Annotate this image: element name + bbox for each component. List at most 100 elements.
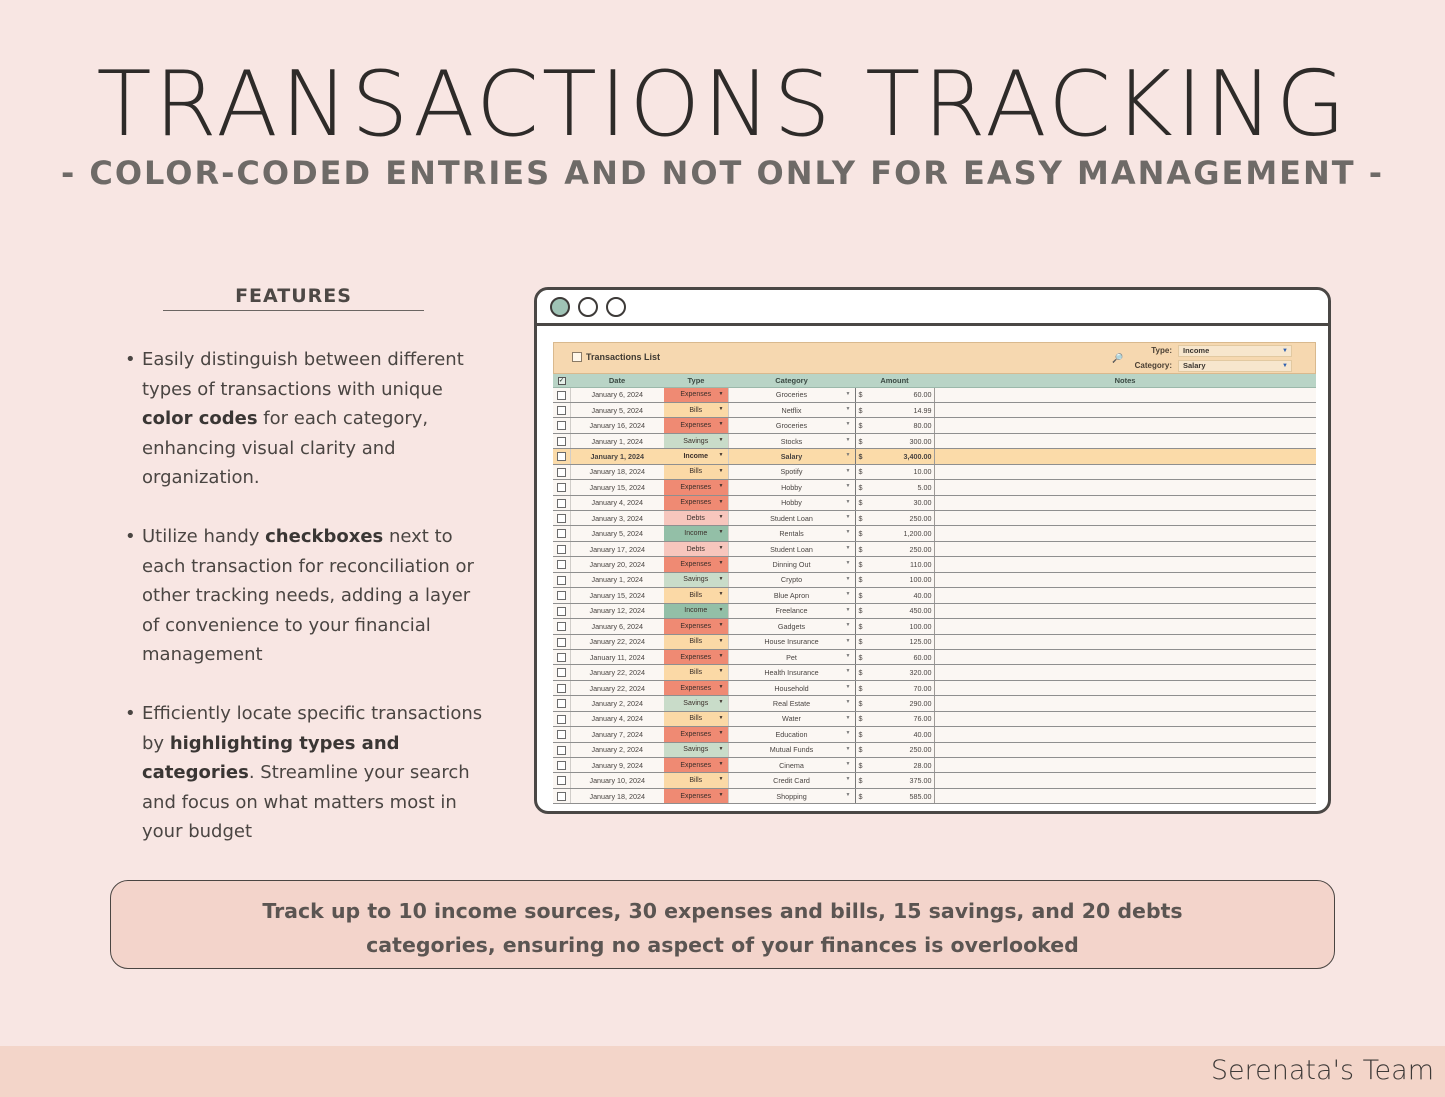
type-dropdown[interactable]: Bills ▼	[664, 587, 728, 604]
date-cell[interactable]: January 22, 2024	[569, 664, 664, 681]
type-dropdown[interactable]: Expenses ▼	[664, 479, 728, 496]
row-checkbox[interactable]	[553, 618, 570, 635]
notes-cell[interactable]	[933, 541, 1316, 558]
table-row[interactable]: January 1, 2024 Income ▼ Salary ▼ $3,400.00	[553, 448, 1316, 465]
row-checkbox[interactable]	[553, 525, 570, 542]
category-dropdown[interactable]: Spotify ▼	[727, 464, 855, 481]
date-cell[interactable]: January 4, 2024	[569, 711, 664, 728]
notes-cell[interactable]	[933, 572, 1316, 589]
table-row[interactable]: January 1, 2024 Savings ▼ Crypto ▼ $100.00	[553, 572, 1316, 589]
category-dropdown[interactable]: Stocks ▼	[727, 433, 855, 450]
type-dropdown[interactable]: Expenses ▼	[664, 618, 728, 635]
category-dropdown[interactable]: Student Loan ▼	[727, 510, 855, 527]
window-dot-icon[interactable]	[606, 297, 626, 317]
date-cell[interactable]: January 11, 2024	[569, 649, 664, 666]
notes-cell[interactable]	[933, 711, 1316, 728]
type-dropdown[interactable]: Expenses ▼	[664, 757, 728, 774]
type-dropdown[interactable]: Expenses ▼	[664, 387, 728, 403]
notes-cell[interactable]	[933, 634, 1316, 650]
amount-cell[interactable]: $250.00	[854, 742, 934, 759]
date-cell[interactable]: January 15, 2024	[569, 587, 664, 604]
row-checkbox[interactable]	[553, 541, 570, 558]
amount-cell[interactable]: $3,400.00	[854, 448, 934, 465]
row-checkbox[interactable]	[553, 664, 570, 681]
notes-cell[interactable]	[933, 680, 1316, 697]
type-dropdown[interactable]: Expenses ▼	[664, 495, 728, 512]
category-dropdown[interactable]: Salary ▼	[727, 448, 855, 465]
type-dropdown[interactable]: Bills ▼	[664, 664, 728, 681]
notes-cell[interactable]	[933, 417, 1316, 434]
row-checkbox[interactable]	[553, 772, 570, 789]
category-dropdown[interactable]: Hobby ▼	[727, 495, 855, 512]
category-dropdown[interactable]: Shopping ▼	[727, 788, 855, 805]
row-checkbox[interactable]	[553, 387, 570, 403]
type-dropdown[interactable]: Expenses ▼	[664, 680, 728, 697]
table-row[interactable]: January 17, 2024 Debts ▼ Student Loan ▼ $250.…	[553, 541, 1316, 558]
type-dropdown[interactable]: Bills ▼	[664, 464, 728, 481]
date-cell[interactable]: January 7, 2024	[569, 726, 664, 743]
date-cell[interactable]: January 2, 2024	[569, 695, 664, 712]
table-row[interactable]: January 5, 2024 Income ▼ Rentals ▼ $1,200.00	[553, 525, 1316, 542]
category-dropdown[interactable]: Health Insurance ▼	[727, 664, 855, 681]
table-row[interactable]: January 15, 2024 Bills ▼ Blue Apron ▼ $40.00	[553, 587, 1316, 604]
amount-cell[interactable]: $125.00	[854, 634, 934, 650]
date-cell[interactable]: January 9, 2024	[569, 757, 664, 774]
row-checkbox[interactable]	[553, 417, 570, 434]
date-cell[interactable]: January 6, 2024	[569, 387, 664, 403]
row-checkbox[interactable]	[553, 788, 570, 805]
type-dropdown[interactable]: Debts ▼	[664, 541, 728, 558]
table-row[interactable]: January 2, 2024 Savings ▼ Mutual Funds ▼ $250…	[553, 742, 1316, 759]
type-dropdown[interactable]: Bills ▼	[664, 634, 728, 650]
amount-cell[interactable]: $100.00	[854, 618, 934, 635]
table-row[interactable]: January 2, 2024 Savings ▼ Real Estate ▼ $290.…	[553, 695, 1316, 712]
table-row[interactable]: January 1, 2024 Savings ▼ Stocks ▼ $300.00	[553, 433, 1316, 450]
amount-cell[interactable]: $585.00	[854, 788, 934, 805]
select-all-checkbox[interactable]: ✓	[553, 374, 570, 388]
category-dropdown[interactable]: Household ▼	[727, 680, 855, 697]
amount-cell[interactable]: $60.00	[854, 387, 934, 403]
amount-cell[interactable]: $375.00	[854, 772, 934, 789]
table-row[interactable]: January 6, 2024 Expenses ▼ Groceries ▼ $60.00	[553, 387, 1316, 403]
notes-cell[interactable]	[933, 742, 1316, 759]
notes-cell[interactable]	[933, 402, 1316, 419]
row-checkbox[interactable]	[553, 556, 570, 573]
category-dropdown[interactable]: Real Estate ▼	[727, 695, 855, 712]
notes-cell[interactable]	[933, 772, 1316, 789]
date-cell[interactable]: January 20, 2024	[569, 556, 664, 573]
date-cell[interactable]: January 3, 2024	[569, 510, 664, 527]
row-checkbox[interactable]	[553, 479, 570, 496]
date-cell[interactable]: January 16, 2024	[569, 417, 664, 434]
notes-cell[interactable]	[933, 448, 1316, 465]
row-checkbox[interactable]	[553, 711, 570, 728]
date-cell[interactable]: January 5, 2024	[569, 402, 664, 419]
category-filter-dropdown[interactable]: Salary ▼	[1178, 360, 1292, 372]
category-dropdown[interactable]: Mutual Funds ▼	[727, 742, 855, 759]
date-cell[interactable]: January 2, 2024	[569, 742, 664, 759]
row-checkbox[interactable]	[553, 634, 570, 650]
amount-cell[interactable]: $28.00	[854, 757, 934, 774]
amount-cell[interactable]: $300.00	[854, 433, 934, 450]
type-dropdown[interactable]: Expenses ▼	[664, 649, 728, 666]
date-cell[interactable]: January 4, 2024	[569, 495, 664, 512]
date-cell[interactable]: January 18, 2024	[569, 788, 664, 805]
date-cell[interactable]: January 1, 2024	[569, 448, 664, 465]
type-dropdown[interactable]: Savings ▼	[664, 742, 728, 759]
table-row[interactable]: January 6, 2024 Expenses ▼ Gadgets ▼ $100.00	[553, 618, 1316, 635]
table-row[interactable]: January 5, 2024 Bills ▼ Netflix ▼ $14.99	[553, 402, 1316, 419]
row-checkbox[interactable]	[553, 603, 570, 620]
type-dropdown[interactable]: Savings ▼	[664, 695, 728, 712]
table-row[interactable]: January 9, 2024 Expenses ▼ Cinema ▼ $28.00	[553, 757, 1316, 774]
amount-cell[interactable]: $10.00	[854, 464, 934, 481]
notes-cell[interactable]	[933, 464, 1316, 481]
amount-cell[interactable]: $76.00	[854, 711, 934, 728]
category-dropdown[interactable]: Education ▼	[727, 726, 855, 743]
category-dropdown[interactable]: Freelance ▼	[727, 603, 855, 620]
type-dropdown[interactable]: Income ▼	[664, 603, 728, 620]
notes-cell[interactable]	[933, 479, 1316, 496]
notes-cell[interactable]	[933, 695, 1316, 712]
window-dot-icon[interactable]	[578, 297, 598, 317]
table-row[interactable]: January 7, 2024 Expenses ▼ Education ▼ $40.00	[553, 726, 1316, 743]
amount-cell[interactable]: $5.00	[854, 479, 934, 496]
table-row[interactable]: January 18, 2024 Bills ▼ Spotify ▼ $10.00	[553, 464, 1316, 481]
notes-cell[interactable]	[933, 387, 1316, 403]
